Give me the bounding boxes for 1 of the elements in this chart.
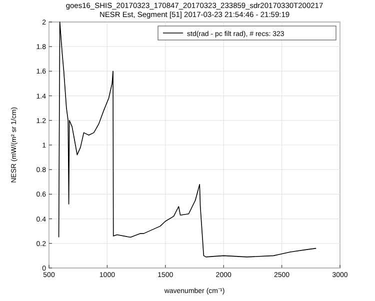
line-series [58,22,317,258]
